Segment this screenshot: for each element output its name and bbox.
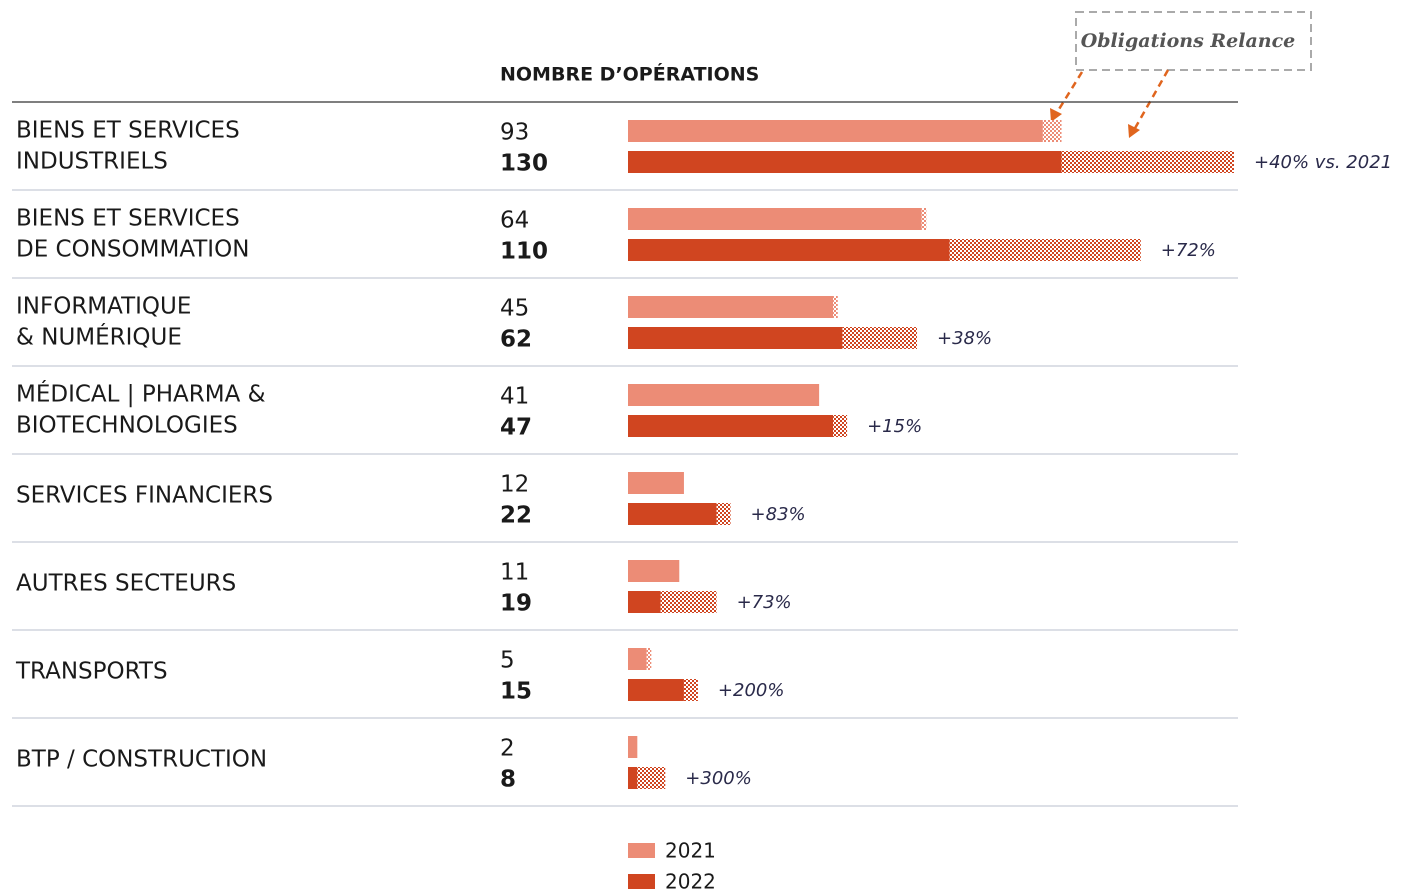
growth-label: +300% bbox=[685, 768, 752, 789]
bar bbox=[628, 472, 684, 494]
bar bbox=[628, 384, 820, 406]
category-label: DE CONSOMMATION bbox=[16, 237, 249, 263]
category-label: SERVICES FINANCIERS bbox=[16, 483, 273, 509]
category-label: BIENS ET SERVICES bbox=[16, 206, 240, 232]
total-label: 110 bbox=[500, 239, 548, 265]
total-label: 15 bbox=[500, 679, 532, 705]
category-label: AUTRES SECTEURS bbox=[16, 571, 236, 597]
growth-label: +38% bbox=[937, 328, 992, 349]
category-label: TRANSPORTS bbox=[15, 659, 168, 685]
bar-relance bbox=[683, 679, 698, 701]
legend-label: 2021 bbox=[665, 839, 716, 863]
total-label: 12 bbox=[500, 472, 529, 498]
total-label: 22 bbox=[500, 503, 532, 529]
growth-label: +15% bbox=[867, 416, 922, 437]
bar bbox=[628, 679, 684, 701]
bar-relance bbox=[1042, 120, 1062, 142]
bar bbox=[628, 503, 717, 525]
bar-relance bbox=[833, 296, 838, 318]
total-label: 93 bbox=[500, 120, 529, 146]
bar bbox=[628, 151, 1062, 173]
header: NOMBRE D’OPÉRATIONS bbox=[500, 63, 759, 86]
total-label: 2 bbox=[500, 736, 515, 762]
bar-relance bbox=[637, 767, 666, 789]
annotation: Obligations Relance bbox=[1081, 30, 1296, 52]
category-label: BTP / CONSTRUCTION bbox=[16, 747, 267, 773]
total-label: 62 bbox=[500, 327, 532, 353]
total-label: 11 bbox=[500, 560, 529, 586]
annotation-arrows bbox=[1054, 69, 1170, 131]
bar bbox=[628, 239, 950, 261]
bar bbox=[628, 296, 834, 318]
bar bbox=[628, 648, 647, 670]
category-label: BIOTECHNOLOGIES bbox=[16, 413, 238, 439]
category-label: INDUSTRIELS bbox=[16, 149, 168, 175]
growth-label: +40% vs. 2021 bbox=[1254, 152, 1392, 173]
annotation-box bbox=[1075, 11, 1312, 71]
category-label: & NUMÉRIQUE bbox=[16, 323, 182, 351]
total-label: 8 bbox=[500, 767, 516, 793]
growth-label: +73% bbox=[737, 592, 792, 613]
category-label: INFORMATIQUE bbox=[16, 294, 191, 320]
legend-label: 2022 bbox=[665, 870, 716, 892]
bar bbox=[628, 208, 922, 230]
growth-label: +83% bbox=[751, 504, 806, 525]
total-label: 19 bbox=[500, 591, 532, 617]
bar-relance bbox=[660, 591, 717, 613]
bar bbox=[628, 120, 1043, 142]
bar bbox=[628, 560, 680, 582]
bar-relance bbox=[646, 648, 652, 670]
total-label: 45 bbox=[500, 296, 529, 322]
growth-label: +72% bbox=[1161, 240, 1216, 261]
total-label: 64 bbox=[500, 208, 529, 234]
legend-swatch bbox=[628, 874, 655, 889]
bar bbox=[628, 327, 843, 349]
bar-relance bbox=[921, 208, 927, 230]
bar bbox=[628, 415, 834, 437]
bar bbox=[628, 591, 661, 613]
legend-swatch bbox=[628, 843, 655, 858]
bar bbox=[628, 767, 638, 789]
arrow-heads bbox=[1050, 108, 1140, 138]
total-label: 47 bbox=[500, 415, 532, 441]
bar-relance bbox=[842, 327, 918, 349]
category-label: BIENS ET SERVICES bbox=[16, 118, 240, 144]
growth-label: +200% bbox=[718, 680, 785, 701]
bar-relance bbox=[716, 503, 731, 525]
total-label: 41 bbox=[500, 384, 529, 410]
total-label: 130 bbox=[500, 151, 548, 177]
category-label: MÉDICAL | PHARMA & bbox=[16, 380, 266, 408]
bar-relance bbox=[1061, 151, 1234, 173]
bar-relance bbox=[949, 239, 1141, 261]
bar bbox=[628, 736, 638, 758]
bar-relance bbox=[833, 415, 848, 437]
total-label: 5 bbox=[500, 648, 515, 674]
